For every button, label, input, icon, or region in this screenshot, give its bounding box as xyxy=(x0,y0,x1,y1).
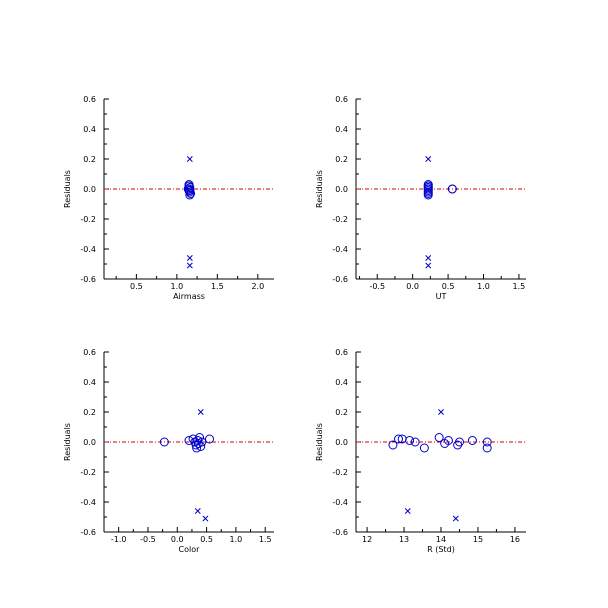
data-point-circle xyxy=(419,443,429,453)
data-point-circle xyxy=(410,437,420,447)
data-point-cross xyxy=(186,262,193,269)
chart-panel: -0.6 -0.4 -0.2 0.0 0.2 0.4 0.6 12 13 14 15 16 R (Std… xyxy=(315,348,526,554)
x-tick-label: -0.5 xyxy=(369,282,385,291)
data-point-cross xyxy=(452,515,459,522)
data-point-cross xyxy=(202,515,209,522)
data-point-circle xyxy=(191,440,201,450)
y-axis-title: Residuals xyxy=(63,170,72,208)
panels: -0.6 -0.4 -0.2 0.0 0.2 0.4 0.6 0.5 1.0 1.5 2.0 Airm… xyxy=(63,95,526,554)
y-tick-label: 0.6 xyxy=(335,348,348,357)
y-tick-label: -0.6 xyxy=(332,528,348,537)
data-point-circle xyxy=(184,181,194,191)
data-point-circle xyxy=(185,190,195,200)
chart-panel: -0.6 -0.4 -0.2 0.0 0.2 0.4 0.6 -1.0 -0.5 0.0 0.5 1.… xyxy=(63,348,274,554)
y-tick-label: -0.2 xyxy=(332,215,348,224)
x-tick-label: 14 xyxy=(436,535,446,544)
data-point-circle xyxy=(159,437,169,447)
chart-panel: -0.6 -0.4 -0.2 0.0 0.2 0.4 0.6 0.5 1.0 1.5 2.0 Airm… xyxy=(63,95,274,301)
data-point-circle xyxy=(467,436,477,445)
y-tick-label: 0.2 xyxy=(335,155,348,164)
data-point-cross xyxy=(425,262,432,269)
y-tick-label: -0.4 xyxy=(332,498,348,507)
data-point-circle xyxy=(197,437,207,447)
x-tick-label: 0.0 xyxy=(171,535,184,544)
y-tick-label: 0.0 xyxy=(83,185,96,194)
x-tick-label: 15 xyxy=(473,535,483,544)
x-tick-label: -1.0 xyxy=(111,535,127,544)
y-tick-label: -0.6 xyxy=(80,528,96,537)
data-point-circle xyxy=(482,437,492,447)
x-axis-title: R (Std) xyxy=(427,545,455,554)
y-tick-label: 0.2 xyxy=(83,155,96,164)
data-point-circle xyxy=(434,433,444,442)
data-point-cross xyxy=(438,409,444,415)
x-tick-label: -0.5 xyxy=(140,535,156,544)
x-tick-label: 0.5 xyxy=(200,535,213,544)
data-point-circle xyxy=(423,184,433,194)
data-point-circle xyxy=(394,434,403,444)
y-tick-label: 0.4 xyxy=(83,125,96,134)
y-tick-label: -0.2 xyxy=(332,468,348,477)
data-point-circle xyxy=(195,433,205,442)
y-tick-label: 0.4 xyxy=(335,378,348,387)
y-tick-label: 0.6 xyxy=(335,95,348,104)
chart-panel: -0.6 -0.4 -0.2 0.0 0.2 0.4 0.6 -0.5 0.0 0.5 1.0 1.5… xyxy=(315,95,526,301)
y-tick-label: -0.6 xyxy=(80,275,96,284)
x-tick-label: 0.5 xyxy=(130,282,143,291)
y-tick-label: 0.0 xyxy=(335,438,348,447)
y-tick-label: -0.4 xyxy=(80,245,96,254)
data-point-cross xyxy=(186,255,193,261)
x-tick-label: 0.5 xyxy=(442,282,455,291)
y-tick-label: 0.6 xyxy=(83,348,96,357)
data-point-circle xyxy=(423,190,433,200)
y-tick-label: 0.0 xyxy=(335,185,348,194)
y-tick-label: 0.2 xyxy=(83,408,96,417)
y-tick-label: -0.6 xyxy=(332,275,348,284)
data-point-circle xyxy=(443,436,453,445)
x-tick-label: 1.0 xyxy=(230,535,243,544)
x-tick-label: 16 xyxy=(510,535,520,544)
data-point-circle xyxy=(454,437,464,447)
x-axis-title: Color xyxy=(179,545,201,554)
y-axis-title: Residuals xyxy=(315,423,324,461)
data-point-circle xyxy=(405,436,415,445)
x-tick-label: 1.5 xyxy=(513,282,526,291)
x-tick-label: 13 xyxy=(399,535,409,544)
y-tick-label: 0.4 xyxy=(83,378,96,387)
x-axis-title: UT xyxy=(436,292,447,301)
data-point-circle xyxy=(205,434,215,444)
y-tick-label: 0.6 xyxy=(83,95,96,104)
x-axis-title: Airmass xyxy=(173,292,205,301)
data-point-circle xyxy=(447,184,457,194)
y-tick-label: -0.2 xyxy=(80,468,96,477)
y-tick-label: -0.2 xyxy=(80,215,96,224)
x-tick-label: 1.5 xyxy=(211,282,224,291)
data-point-circle xyxy=(482,443,492,453)
data-point-circle xyxy=(184,186,194,195)
x-tick-label: 1.0 xyxy=(477,282,490,291)
x-tick-label: 12 xyxy=(362,535,372,544)
y-axis-title: Residuals xyxy=(315,170,324,208)
data-point-cross xyxy=(404,508,411,514)
y-axis-title: Residuals xyxy=(63,423,72,461)
x-tick-label: 2.0 xyxy=(251,282,264,291)
x-tick-label: 0.0 xyxy=(406,282,419,291)
y-tick-label: -0.4 xyxy=(80,498,96,507)
x-tick-label: 1.0 xyxy=(170,282,183,291)
data-point-cross xyxy=(197,409,204,415)
data-point-circle xyxy=(388,440,398,450)
x-tick-label: 1.5 xyxy=(259,535,272,544)
data-point-cross xyxy=(194,508,201,514)
data-point-cross xyxy=(425,156,432,162)
y-tick-label: 0.0 xyxy=(83,438,96,447)
y-tick-label: 0.4 xyxy=(335,125,348,134)
y-tick-label: -0.4 xyxy=(332,245,348,254)
y-tick-label: 0.2 xyxy=(335,408,348,417)
data-point-circle xyxy=(184,436,194,445)
data-point-circle xyxy=(196,442,206,451)
data-point-circle xyxy=(423,181,433,191)
data-point-cross xyxy=(425,255,432,261)
data-point-cross xyxy=(186,156,193,162)
